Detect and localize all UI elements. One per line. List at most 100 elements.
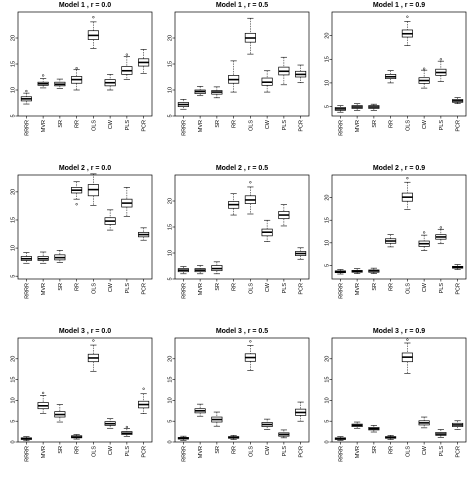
outlier-point	[75, 67, 78, 70]
box-rr	[71, 181, 83, 206]
y-tick-label: 10	[325, 240, 331, 246]
box-pls	[278, 56, 290, 86]
box-pcr	[452, 97, 464, 105]
x-tick-label: SR	[58, 283, 64, 291]
box-cw	[104, 209, 116, 231]
box-sr	[211, 411, 223, 427]
panel-title: Model 2 , r = 0.0	[59, 165, 111, 172]
x-tick-label: PCR	[456, 446, 462, 458]
panel-title: Model 2 , r = 0.9	[373, 165, 425, 172]
x-tick-label: RRRR	[24, 283, 30, 299]
x-tick-label: MVR	[198, 446, 204, 458]
x-tick-label: PCR	[299, 120, 305, 132]
x-tick-label: OLS	[248, 446, 254, 457]
y-tick-label: 5	[11, 114, 17, 117]
box-mvr	[194, 86, 206, 97]
x-tick-label: RR	[75, 120, 81, 128]
x-tick-label: PLS	[282, 120, 288, 131]
box-sr	[54, 250, 66, 263]
panel-svg: Model 3 , r = 0.0 0 5 10 15 20 RRRR MVR SR RR OLS C…	[11, 328, 153, 462]
outlier-point	[406, 15, 409, 18]
x-tick-label: OLS	[91, 446, 97, 457]
box-sr	[211, 261, 223, 275]
box-mvr	[194, 265, 206, 275]
box-pls	[121, 187, 133, 217]
box-ols	[244, 17, 256, 55]
x-tick-label: PLS	[439, 283, 445, 294]
box-rrrr	[334, 269, 346, 275]
box-rr	[385, 70, 397, 84]
plot-frame	[17, 174, 153, 280]
y-tick-label: 10	[11, 87, 17, 93]
x-tick-label: CW	[265, 445, 271, 455]
box-rr	[71, 67, 83, 91]
x-tick-label: RR	[232, 446, 238, 454]
outlier-point	[41, 391, 45, 395]
box-cw	[261, 418, 273, 430]
y-tick-label: 10	[325, 80, 331, 86]
x-tick-label: CW	[265, 282, 271, 292]
box-pcr	[295, 247, 307, 260]
y-tick-label: 15	[11, 377, 17, 383]
box-pls	[121, 425, 133, 437]
panel-5: Model 2 , r = 0.5 5 10 15 20 RRRR MVR SR RR OLS CW…	[165, 163, 315, 319]
outlier-point	[142, 387, 145, 390]
outlier-point	[41, 74, 45, 77]
x-tick-label: MVR	[355, 283, 361, 295]
box-ols	[87, 16, 99, 49]
panel-9: Model 3 , r = 0.9 0 5 10 15 20 RRRR MVR SR RR OLS C…	[322, 326, 472, 482]
box-pcr	[138, 227, 150, 241]
x-tick-label: MVR	[198, 283, 204, 295]
box-pls	[278, 429, 290, 439]
plot-frame	[331, 11, 467, 117]
panel-title: Model 1 , r = 0.0	[59, 2, 111, 9]
outlier-point	[422, 67, 426, 70]
box-sr	[368, 103, 380, 111]
panel-2: Model 1 , r = 0.5 5 10 15 20 RRRR MVR SR RR OLS CW…	[165, 0, 315, 156]
box-pcr	[295, 64, 307, 84]
box-rr	[228, 60, 240, 93]
box-cw	[104, 418, 116, 429]
y-tick-label: 20	[11, 189, 17, 195]
y-tick-label: 20	[325, 195, 331, 201]
outlier-point	[406, 338, 409, 341]
box-ols	[401, 15, 413, 46]
x-tick-label: OLS	[405, 120, 411, 131]
x-tick-label: MVR	[355, 120, 361, 132]
y-tick-label: 5	[168, 420, 174, 423]
y-tick-label: 0	[325, 440, 331, 443]
x-tick-label: RRRR	[181, 120, 187, 136]
x-tick-label: PLS	[439, 120, 445, 131]
x-tick-label: RRRR	[338, 283, 344, 299]
box-cw	[104, 74, 116, 91]
outlier-point	[125, 425, 129, 429]
box-sr	[54, 404, 66, 423]
outlier-point	[439, 58, 443, 61]
panel-title: Model 3 , r = 0.5	[216, 328, 268, 335]
y-tick-label: 0	[168, 440, 174, 443]
outlier-point	[75, 203, 78, 206]
x-tick-label: RR	[75, 446, 81, 454]
x-tick-label: PLS	[439, 446, 445, 457]
box-rrrr	[334, 105, 346, 113]
box-mvr	[351, 103, 363, 111]
x-tick-label: RRRR	[338, 120, 344, 136]
x-tick-label: RR	[75, 283, 81, 291]
x-tick-label: PCR	[142, 283, 148, 295]
box-pls	[435, 58, 447, 82]
panel-svg: Model 2 , r = 0.0 5 10 15 20 RRRR MVR SR RR OLS CW…	[11, 165, 153, 299]
box-sr	[54, 78, 66, 89]
box-ols	[87, 339, 99, 372]
outlier-point	[249, 340, 252, 343]
box-ols	[244, 181, 256, 215]
box-pls	[435, 226, 447, 245]
plot-frame	[331, 174, 467, 280]
x-tick-label: SR	[215, 283, 221, 291]
y-tick-label: 10	[325, 397, 331, 403]
x-tick-label: SR	[372, 446, 378, 454]
box-rr	[228, 193, 240, 216]
box-ols	[244, 340, 256, 371]
y-tick-label: 10	[11, 397, 17, 403]
x-tick-label: PCR	[142, 446, 148, 458]
panel-title: Model 3 , r = 0.0	[59, 328, 111, 335]
